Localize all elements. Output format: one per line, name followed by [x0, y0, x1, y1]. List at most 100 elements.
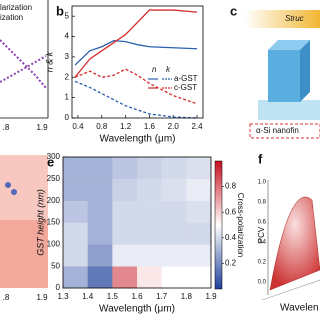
- y-tick-label: 1: [65, 93, 70, 102]
- colorbar-tick-label: 0.8: [225, 182, 237, 191]
- series-line: [74, 9, 198, 78]
- heatmap-cell: [63, 178, 88, 201]
- x-tick-label: 2.4: [191, 122, 203, 131]
- plot-frame: [62, 156, 212, 289]
- panel-f: f PCV Wavelen: [257, 151, 320, 314]
- y-tick-label: 3: [65, 52, 70, 61]
- heatmap-cell: [87, 244, 113, 267]
- y-tick-label: 150: [47, 218, 61, 227]
- heatmap-cell: [87, 157, 113, 180]
- z-tick-label: 0.8: [258, 200, 267, 206]
- panel-d: .8 1.9: [0, 155, 48, 302]
- x-tick-label: 1.7: [156, 292, 168, 301]
- y-tick-label: 300: [47, 152, 61, 161]
- y-tick-label: 100: [47, 239, 61, 248]
- heatmap-cell: [87, 266, 113, 289]
- y-tick-label: 250: [47, 174, 61, 183]
- heatmap-cell: [87, 222, 113, 245]
- heatmap-cell: [63, 157, 88, 180]
- x-tick-label: 1.4: [82, 292, 94, 301]
- colorbar-label: Cross-polarization: [236, 193, 245, 257]
- legend-text: c-GST: [174, 83, 197, 92]
- colorbar-tick-label: 0.4: [225, 233, 237, 242]
- colorbar-tick-label: 0.2: [225, 259, 237, 268]
- colorbar: [214, 160, 223, 290]
- y-tick-label: 5: [65, 11, 70, 20]
- heatmap-cell: [63, 266, 88, 289]
- x-axis-label: Wavelength (μm): [99, 304, 175, 315]
- y-axis-label: n & k: [44, 51, 54, 72]
- x-tick-label: 1.5: [107, 292, 119, 301]
- heatmap-cell: [112, 178, 138, 201]
- x-axis-label: Wavelen: [280, 303, 319, 314]
- heatmap-cell: [161, 222, 187, 245]
- y-tick-label: 2: [65, 72, 70, 81]
- y-tick-label: 50: [51, 261, 60, 270]
- heatmap-cell: [87, 200, 113, 223]
- z-tick-label: 0.6: [258, 220, 267, 226]
- heatmap-cell: [186, 157, 212, 180]
- x-tick-label: 0.4: [72, 122, 84, 131]
- heatmap-cell: [137, 266, 162, 289]
- x-tick-label: 1.9: [36, 123, 48, 132]
- heatmap-cell: [137, 200, 162, 223]
- heatmap-cell: [186, 178, 212, 201]
- y-tick-label: 200: [47, 196, 61, 205]
- panel-c: c Struc α-Si nanofin: [230, 3, 320, 139]
- legend-text: a-GST: [174, 74, 198, 83]
- heatmap-cell: [87, 178, 113, 201]
- y-axis-label: GST height (nm): [35, 189, 45, 256]
- heatmap-cell: [186, 266, 212, 289]
- heatmap-cell: [161, 157, 187, 180]
- x-axis-label: Wavelength (μm): [100, 134, 176, 145]
- heatmap-cell: [137, 157, 162, 180]
- legend-head: n: [152, 65, 157, 74]
- plot-frame: [71, 5, 204, 119]
- caption: α-Si nanofin: [256, 126, 299, 135]
- y-tick-label: 0: [56, 283, 61, 292]
- legend-text: larization: [0, 3, 32, 12]
- x-tick-label: 2.0: [168, 122, 180, 131]
- heatmap-cell: [186, 222, 212, 245]
- y-tick-label: 0: [65, 113, 70, 122]
- heatmap: [63, 157, 212, 289]
- z-tick-label: 1.0: [258, 180, 267, 186]
- panel-label: b: [56, 3, 64, 18]
- heatmap-cell: [137, 244, 162, 267]
- x-tick-label: 1.9: [205, 292, 217, 301]
- heatmap-cell: [137, 178, 162, 201]
- x-tick-label: 0.8: [96, 122, 108, 131]
- heatmap-cell: [63, 244, 88, 267]
- heatmap-cell: [161, 266, 187, 289]
- colorbar-tick-label: 0.6: [225, 207, 237, 216]
- panel-a: larization ization .8 1.9: [0, 0, 49, 132]
- z-tick-label: 0.2: [258, 260, 267, 266]
- x-tick-label: .8: [3, 123, 10, 132]
- series-line: [74, 68, 198, 105]
- x-tick-label: 1.6: [131, 292, 143, 301]
- x-tick-label: 1.6: [144, 122, 156, 131]
- heatmap-cell: [112, 244, 138, 267]
- x-tick-label: .8: [3, 293, 10, 302]
- heatmap-cell: [186, 200, 212, 223]
- z-tick-label: 0.0: [258, 280, 267, 286]
- heatmap-cell: [112, 266, 138, 289]
- x-tick-label: 1.3: [57, 292, 69, 301]
- heatmap-cell: [137, 222, 162, 245]
- y-tick-label: 4: [65, 32, 70, 41]
- panel-label: e: [47, 154, 54, 169]
- panel-header: Struc: [285, 14, 304, 23]
- series-line: [74, 39, 198, 66]
- heatmap-cell: [161, 200, 187, 223]
- heatmap-cell: [161, 178, 187, 201]
- z-tick-label: 0.4: [258, 240, 267, 246]
- x-tick-label: 1.9: [36, 293, 48, 302]
- series-line: [74, 80, 198, 119]
- heatmap-cell: [112, 222, 138, 245]
- heatmap-cell: [112, 157, 138, 180]
- panel-label: c: [230, 3, 237, 18]
- legend-head: k: [166, 65, 171, 74]
- heatmap-cell: [63, 200, 88, 223]
- heatmap-cell: [63, 222, 88, 245]
